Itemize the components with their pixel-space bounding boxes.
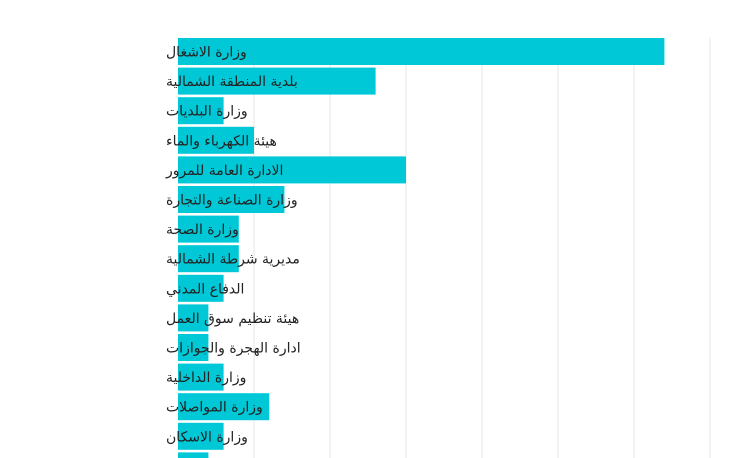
category-label: وزارة المواصلات (166, 400, 263, 416)
category-labels: وزارة الاشغال بلدية المنطقة الشمالية وزارة… (165, 45, 301, 446)
category-label: الدفاع المدني (166, 281, 244, 297)
bar (178, 245, 239, 273)
bar (178, 304, 209, 332)
bar (178, 363, 224, 391)
category-label: وزارة الصحة (166, 222, 239, 238)
category-label: وزارة الاشغال (166, 45, 247, 61)
bar (178, 186, 285, 213)
category-label: هيئة الكهرباء والماء (166, 133, 277, 149)
bar (178, 156, 406, 184)
category-label: وزارة الاسكان (166, 429, 248, 445)
bar (178, 452, 209, 458)
bar (178, 422, 224, 450)
category-label: وزارة الداخلية (166, 370, 246, 386)
bars (178, 38, 665, 458)
category-label: مديرية شرطة الشمالية (166, 252, 300, 268)
category-label: بلدية المنطقة الشمالية (166, 74, 298, 90)
bar (178, 274, 224, 302)
bar (178, 215, 239, 243)
category-label: ادارة الهجرة والجوازات (166, 341, 301, 357)
category-label: وزارة البلديات (166, 104, 248, 120)
bar (178, 393, 270, 421)
bar (178, 126, 254, 154)
bar (178, 334, 209, 361)
bar (178, 38, 665, 65)
grid-lines (253, 38, 711, 458)
bar (178, 67, 376, 95)
category-label: هيئة تنظيم سوق العمل (166, 311, 299, 327)
category-label: وزارة الصناعة والتجارة (166, 193, 298, 209)
bar (178, 97, 224, 125)
category-label: الادارة العامة للمرور (165, 163, 283, 179)
